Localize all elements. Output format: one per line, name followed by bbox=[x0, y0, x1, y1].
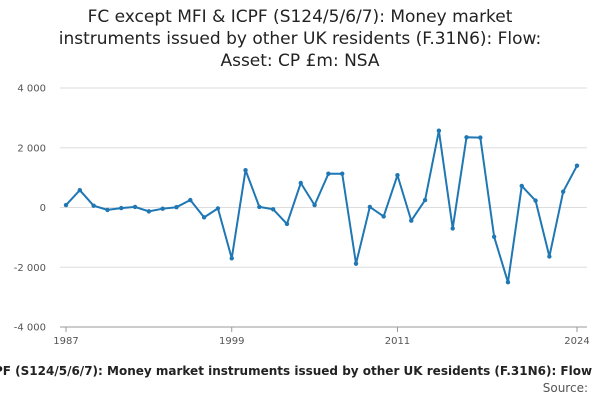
data-point bbox=[215, 206, 221, 211]
y-tick-label: -2 000 bbox=[14, 263, 46, 274]
data-point bbox=[312, 202, 317, 208]
chart-title-line-2: instruments issued by other UK residents… bbox=[58, 29, 542, 49]
data-point bbox=[505, 279, 511, 285]
data-point bbox=[478, 135, 483, 140]
data-point bbox=[243, 167, 248, 173]
data-point bbox=[560, 189, 566, 194]
data-point bbox=[409, 218, 414, 223]
data-point bbox=[201, 215, 207, 220]
data-point bbox=[174, 205, 179, 210]
data-point bbox=[188, 197, 193, 203]
y-tick-label: -4 000 bbox=[14, 323, 46, 334]
data-point bbox=[533, 198, 538, 203]
data-point bbox=[353, 261, 359, 266]
data-point bbox=[326, 171, 331, 176]
data-point bbox=[464, 135, 469, 140]
data-point bbox=[491, 234, 497, 239]
data-point bbox=[519, 183, 524, 189]
y-tick-label: 2 000 bbox=[17, 143, 46, 154]
data-point bbox=[395, 173, 400, 178]
data-point bbox=[270, 207, 276, 212]
data-point bbox=[77, 187, 83, 193]
x-tick-label: 2011 bbox=[385, 336, 410, 347]
data-point bbox=[119, 205, 124, 211]
data-point bbox=[574, 163, 580, 168]
data-point bbox=[422, 197, 428, 203]
data-point bbox=[229, 256, 234, 261]
chart-title: FC except MFI & ICPF (S124/5/6/7): Money… bbox=[10, 6, 590, 72]
series-caption: PF (S124/5/6/7): Money market instrument… bbox=[0, 364, 593, 378]
series-line bbox=[65, 129, 578, 284]
data-point bbox=[298, 180, 303, 186]
data-point bbox=[105, 207, 110, 213]
x-tick-label: 2024 bbox=[564, 336, 589, 347]
data-point bbox=[547, 254, 552, 259]
x-tick-label: 1987 bbox=[53, 336, 78, 347]
source-label: Source: bbox=[542, 381, 588, 395]
data-point bbox=[436, 128, 442, 133]
data-point bbox=[367, 204, 373, 210]
chart-title-line-1: FC except MFI & ICPF (S124/5/6/7): Money… bbox=[87, 7, 513, 27]
data-point bbox=[381, 214, 386, 219]
y-tick-label: 0 bbox=[40, 203, 46, 214]
data-point bbox=[450, 226, 455, 231]
data-point bbox=[160, 206, 165, 211]
data-point bbox=[257, 204, 262, 210]
data-point bbox=[146, 209, 152, 214]
data-point bbox=[340, 171, 345, 176]
data-point bbox=[132, 204, 138, 210]
data-point bbox=[63, 202, 69, 208]
y-tick-label: 4 000 bbox=[17, 84, 46, 95]
chart-title-line-3: Asset: CP £m: NSA bbox=[220, 51, 380, 71]
x-tick-label: 1999 bbox=[219, 336, 244, 347]
data-point bbox=[284, 221, 290, 227]
data-point bbox=[91, 203, 96, 208]
